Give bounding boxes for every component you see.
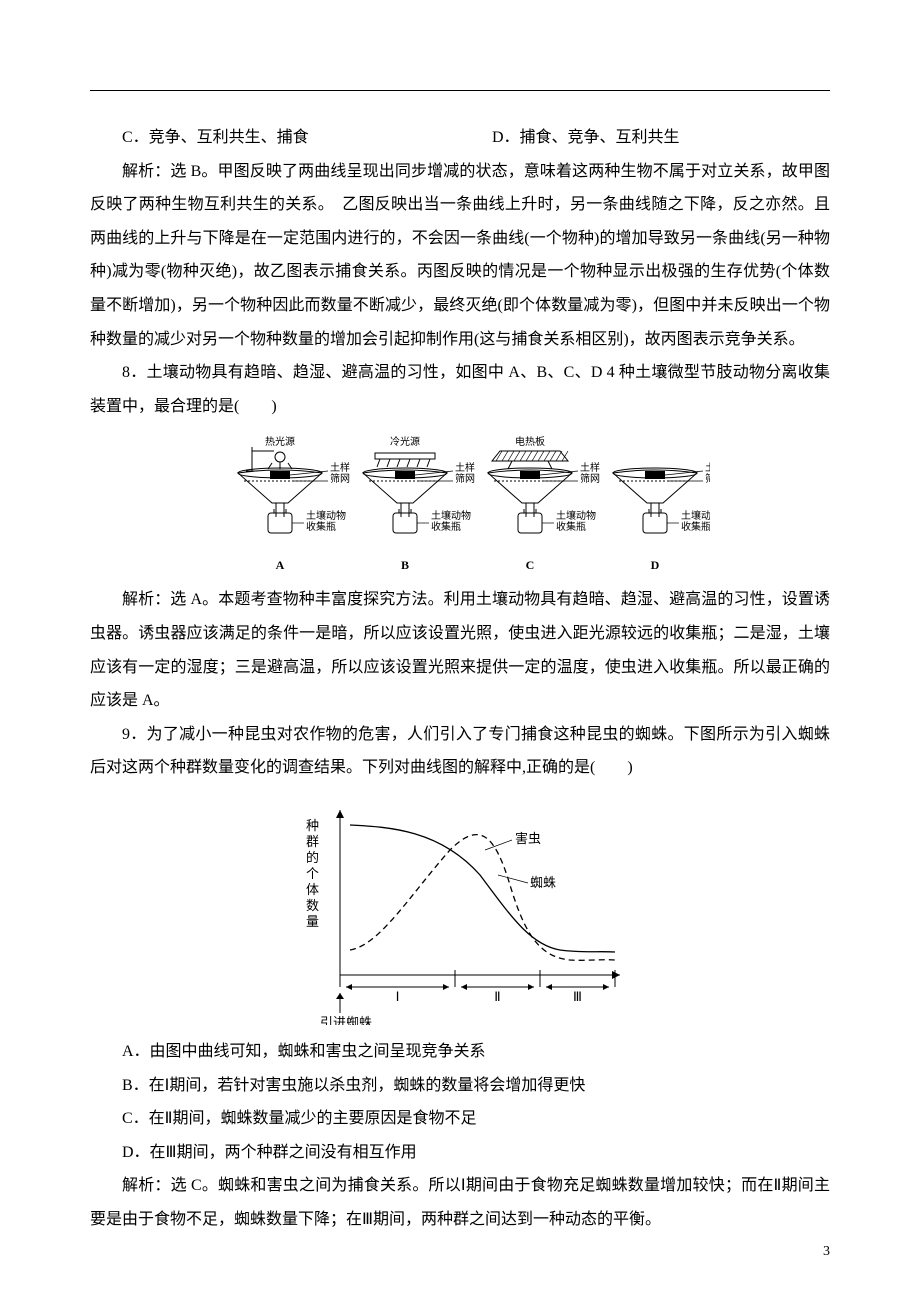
population-chart: 种群的个体数量 害虫蜘蛛 Ⅰ Ⅱ Ⅲ 引进蜘蛛	[280, 795, 640, 1025]
svg-text:土壤动物收集瓶: 土壤动物收集瓶	[306, 509, 346, 533]
q9-option-a: A．由图中曲线可知，蜘蛛和害虫之间呈现竞争关系	[90, 1035, 830, 1069]
q8-stem: 8．土壤动物具有趋暗、趋湿、避高温的习性，如图中 A、B、C、D 4 种土壤微型…	[90, 356, 830, 423]
q9-option-d: D．在Ⅲ期间，两个种群之间没有相互作用	[90, 1136, 830, 1170]
svg-text:的: 的	[306, 850, 319, 865]
svg-text:土壤动物收集瓶: 土壤动物收集瓶	[431, 509, 471, 533]
q9-stem: 9．为了减小一种昆虫对农作物的危害，人们引入了专门捕食这种昆虫的蜘蛛。下图所示为…	[90, 718, 830, 785]
svg-text:电热板: 电热板	[515, 435, 545, 448]
svg-text:Ⅲ: Ⅲ	[573, 989, 582, 1004]
svg-text:土壤动物收集瓶: 土壤动物收集瓶	[556, 509, 596, 533]
svg-text:土样筛网: 土样筛网	[580, 461, 600, 485]
svg-text:土壤动物收集瓶: 土壤动物收集瓶	[681, 509, 710, 533]
choice-c: C．竞争、互利共生、捕食	[90, 121, 460, 155]
svg-text:D: D	[651, 558, 660, 572]
q7-choice-row: C．竞争、互利共生、捕食 D．捕食、竞争、互利共生	[90, 121, 830, 155]
q8-explanation: 解析：选 A。本题考查物种丰富度探究方法。利用土壤动物具有趋暗、趋湿、避高温的习…	[90, 583, 830, 717]
svg-text:热光源: 热光源	[265, 435, 295, 448]
q8-figure: 热光源土样筛网土壤动物收集瓶 A 冷光源土样筛网土壤动物收集瓶 B 电热板土样筛网土壤动…	[90, 433, 830, 573]
document-page: C．竞争、互利共生、捕食 D．捕食、竞争、互利共生 解析：选 B。甲图反映了两曲…	[0, 0, 920, 1276]
svg-text:个: 个	[306, 866, 319, 881]
svg-text:量: 量	[306, 914, 319, 929]
q9-figure: 种群的个体数量 害虫蜘蛛 Ⅰ Ⅱ Ⅲ 引进蜘蛛	[90, 795, 830, 1025]
q9-option-b: B．在Ⅰ期间，若针对害虫施以杀虫剂，蜘蛛的数量将会增加得更快	[90, 1069, 830, 1103]
q9-option-c: C．在Ⅱ期间，蜘蛛数量减少的主要原因是食物不足	[90, 1102, 830, 1136]
svg-text:害虫: 害虫	[515, 831, 541, 846]
svg-text:引进蜘蛛: 引进蜘蛛	[320, 1015, 372, 1025]
choice-d: D．捕食、竞争、互利共生	[460, 121, 830, 155]
svg-text:土样筛网: 土样筛网	[455, 461, 475, 485]
svg-text:蜘蛛: 蜘蛛	[530, 875, 556, 890]
svg-text:体: 体	[306, 882, 319, 897]
q7-explanation: 解析：选 B。甲图反映了两曲线呈现出同步增减的状态，意味着这两种生物不属于对立关…	[90, 155, 830, 357]
svg-text:B: B	[401, 558, 409, 572]
svg-text:种: 种	[306, 818, 319, 833]
svg-text:群: 群	[306, 834, 319, 849]
svg-text:土样筛网: 土样筛网	[705, 461, 710, 485]
svg-text:土样筛网: 土样筛网	[330, 461, 350, 485]
q9-explanation: 解析：选 C。蜘蛛和害虫之间为捕食关系。所以Ⅰ期间由于食物充足蜘蛛数量增加较快；…	[90, 1169, 830, 1236]
svg-text:Ⅰ: Ⅰ	[396, 989, 400, 1004]
top-rule	[90, 90, 830, 91]
svg-text:数: 数	[306, 898, 319, 913]
svg-text:C: C	[526, 558, 535, 572]
svg-text:Ⅱ: Ⅱ	[494, 989, 500, 1004]
page-number: 3	[823, 1237, 830, 1266]
devices-diagram: 热光源土样筛网土壤动物收集瓶 A 冷光源土样筛网土壤动物收集瓶 B 电热板土样筛网土壤动…	[210, 433, 710, 573]
svg-text:A: A	[276, 558, 285, 572]
svg-text:冷光源: 冷光源	[390, 435, 420, 448]
